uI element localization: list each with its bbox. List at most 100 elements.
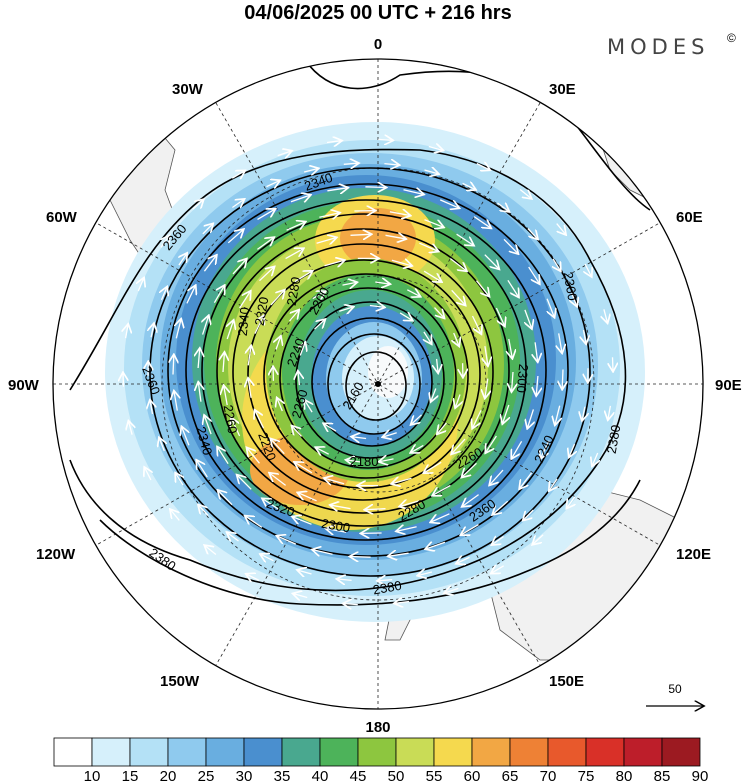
contour-label: 2340 bbox=[193, 425, 215, 457]
wind-arrow bbox=[397, 527, 417, 531]
wind-arrow bbox=[490, 469, 504, 484]
wind-arrow bbox=[450, 258, 466, 271]
wind-arrow bbox=[495, 307, 504, 325]
wind-arrow bbox=[553, 258, 560, 270]
wind-arrow bbox=[213, 286, 224, 304]
contour-label: 2340 bbox=[235, 307, 252, 337]
wind-arrow bbox=[438, 422, 447, 433]
wind-arrow bbox=[462, 183, 475, 189]
lon-label-30e: 30E bbox=[549, 81, 576, 98]
wind-arrow bbox=[198, 349, 200, 369]
wind-arrow bbox=[324, 260, 344, 265]
wind-arrow bbox=[519, 188, 531, 199]
wind-arrow bbox=[199, 506, 209, 516]
wind-arrow bbox=[255, 411, 265, 429]
lon-label-90e: 90E bbox=[715, 377, 742, 394]
wind-arrow bbox=[503, 238, 518, 253]
wind-arrow bbox=[473, 410, 482, 427]
wind-arrow bbox=[257, 209, 275, 220]
wind-arrow bbox=[232, 200, 243, 208]
colorbar-swatch bbox=[243, 737, 283, 767]
colorbar-swatch bbox=[91, 737, 131, 767]
colorbar-tick-label: 85 bbox=[654, 768, 671, 782]
wind-arrow bbox=[366, 509, 386, 510]
colorbar-tick-label: 10 bbox=[84, 768, 101, 782]
wind-arrow bbox=[527, 228, 537, 239]
wind-arrow bbox=[585, 263, 591, 276]
colorbar-swatch bbox=[623, 737, 663, 767]
wind-arrow bbox=[350, 234, 371, 235]
colorbar-swatch bbox=[319, 737, 359, 767]
contour-label: 2320 bbox=[252, 296, 272, 327]
wind-arrow bbox=[528, 409, 534, 427]
wind-arrow bbox=[378, 580, 393, 581]
wind-arrow bbox=[369, 306, 384, 308]
south-pole-marker bbox=[375, 381, 381, 387]
wind-arrow bbox=[327, 529, 347, 533]
wind-arrow bbox=[476, 164, 489, 170]
wind-arrow bbox=[173, 356, 174, 375]
wind-arrow bbox=[512, 371, 513, 391]
wind-arrow bbox=[411, 445, 424, 452]
colorbar-swatch bbox=[661, 737, 701, 767]
wind-arrow bbox=[431, 388, 436, 402]
wind-arrow bbox=[424, 170, 438, 174]
wind-arrow bbox=[389, 212, 410, 216]
wind-arrow bbox=[497, 203, 509, 211]
wind-arrow bbox=[439, 199, 458, 208]
wind-arrow bbox=[171, 510, 180, 521]
wind-arrow bbox=[248, 379, 251, 398]
wind-arrow bbox=[584, 329, 586, 343]
wind-arrow bbox=[434, 307, 444, 318]
wind-arrow bbox=[351, 557, 371, 558]
wind-arrow bbox=[239, 292, 251, 309]
wind-arrow bbox=[451, 289, 465, 304]
wind-arrow bbox=[424, 331, 431, 343]
wind-arrow bbox=[365, 187, 385, 188]
wind-arrow bbox=[202, 224, 213, 235]
wind-arrow bbox=[316, 448, 330, 454]
contour-label: 2260 bbox=[221, 404, 241, 435]
colorbar-tick-label: 35 bbox=[274, 768, 291, 782]
colorbar-tick-label: 40 bbox=[312, 768, 329, 782]
colorbar-tick-label: 70 bbox=[540, 768, 557, 782]
wind-arrow bbox=[412, 414, 422, 424]
wind-arrow bbox=[161, 236, 169, 248]
colorbar-tick-label: 30 bbox=[236, 768, 253, 782]
wind-arrow bbox=[352, 437, 367, 439]
wind-arrow bbox=[176, 474, 183, 486]
wind-arrow bbox=[572, 292, 577, 306]
wind-arrow bbox=[473, 216, 490, 228]
wind-arrow bbox=[138, 279, 143, 292]
wind-arrow bbox=[227, 230, 243, 244]
lon-label-150e: 150E bbox=[549, 673, 584, 690]
wind-arrow bbox=[298, 493, 317, 502]
colorbar-swatch bbox=[433, 737, 473, 767]
wind-arrow bbox=[312, 292, 325, 299]
wind-arrow bbox=[604, 309, 607, 322]
map-title: 04/06/2025 00 UTC + 216 hrs bbox=[244, 2, 511, 24]
wind-arrow bbox=[485, 378, 488, 398]
wind-arrow bbox=[419, 242, 437, 251]
wind-arrow bbox=[277, 399, 282, 412]
contour-label: 2300 bbox=[320, 516, 351, 536]
wind-arrow bbox=[238, 476, 252, 490]
wind-arrow bbox=[433, 484, 451, 495]
wind-arrow bbox=[475, 280, 489, 296]
wind-arrow bbox=[145, 468, 151, 481]
wind-arrow bbox=[257, 238, 273, 250]
colorbar-tick-label: 75 bbox=[578, 768, 595, 782]
wind-arrow bbox=[484, 254, 499, 269]
wind-arrow bbox=[424, 219, 443, 227]
wind-arrow bbox=[179, 254, 187, 266]
wind-arrow bbox=[278, 536, 297, 545]
wind-arrow bbox=[270, 474, 286, 486]
wind-arrow bbox=[454, 332, 459, 345]
lon-label-60e: 60E bbox=[676, 209, 703, 226]
wind-vectors bbox=[123, 139, 613, 604]
wind-arrow bbox=[246, 516, 263, 528]
wind-arrow bbox=[424, 461, 442, 472]
lon-label-120e: 120E bbox=[676, 546, 711, 563]
wind-arrow bbox=[431, 513, 450, 522]
